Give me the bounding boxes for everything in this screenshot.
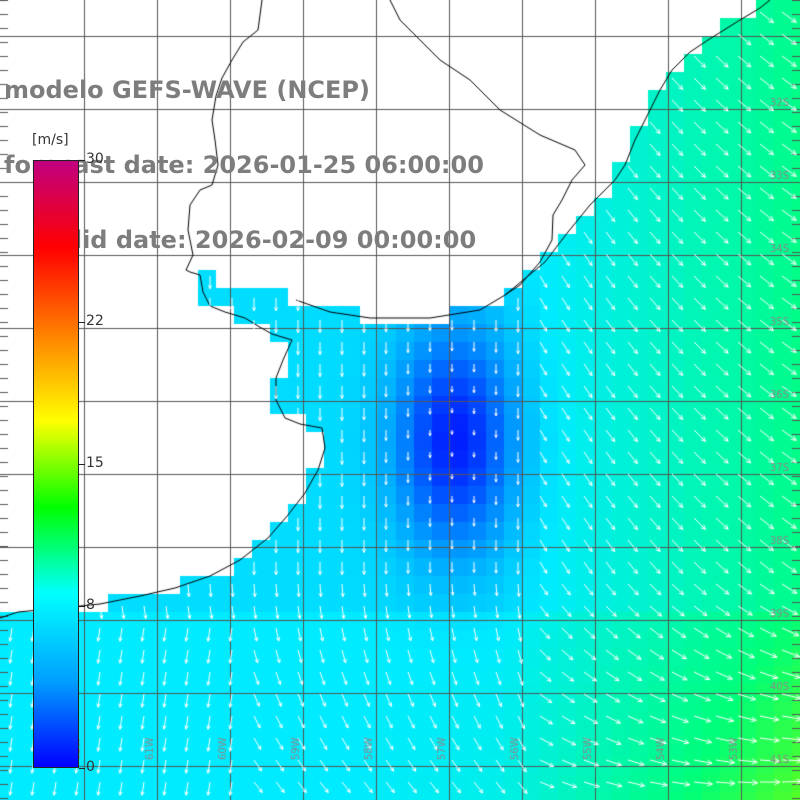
colorbar-tick-mark [79, 605, 85, 607]
colorbar-tick-mark [79, 160, 85, 161]
colorbar-tick-label: 8 [86, 596, 95, 613]
colorbar [33, 160, 79, 768]
colorbar-tick-mark [79, 464, 85, 465]
colorbar-tick-label: 30 [86, 151, 104, 167]
colorbar-tick-label: 22 [86, 313, 104, 330]
model-name: modelo GEFS-WAVE (NCEP) [4, 76, 370, 104]
colorbar-tick-mark [79, 322, 85, 324]
colorbar-tick-label: 0 [86, 759, 95, 775]
colorbar-unit-label: [m/s] [32, 132, 69, 148]
colorbar-tick-mark [79, 768, 85, 769]
colorbar-tick-label: 15 [86, 455, 104, 471]
